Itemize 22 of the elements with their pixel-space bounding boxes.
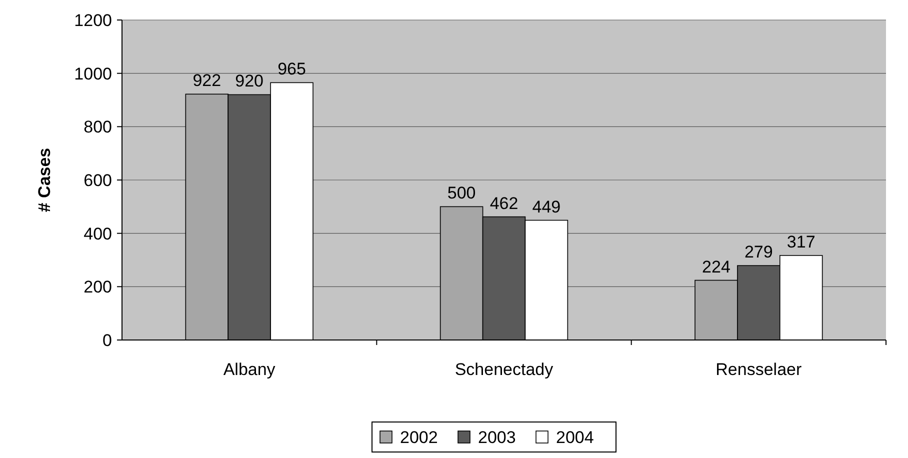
y-tick-label: 0 <box>102 330 112 350</box>
y-axis-title: # Cases <box>35 148 54 212</box>
data-label: 500 <box>447 184 476 203</box>
x-tick-label: Albany <box>223 360 276 379</box>
x-tick-label: Rensselaer <box>716 360 802 379</box>
y-tick-label: 200 <box>84 278 112 297</box>
data-label: 449 <box>532 197 561 216</box>
data-label: 920 <box>235 72 264 91</box>
data-label: 317 <box>786 232 816 252</box>
y-tick-label: 400 <box>84 224 112 244</box>
y-tick-label: 1200 <box>74 10 112 30</box>
legend-label: 2003 <box>478 428 516 447</box>
data-label: 279 <box>744 242 773 262</box>
y-tick-label: 800 <box>84 118 112 137</box>
data-label: 462 <box>490 194 518 213</box>
data-label: 922 <box>192 71 222 90</box>
y-tick-label: 1000 <box>74 64 112 84</box>
y-tick-label: 600 <box>84 170 112 190</box>
legend-label: 2004 <box>556 428 594 447</box>
legend-label: 2002 <box>400 428 438 447</box>
data-label: 224 <box>702 257 730 276</box>
x-tick-label: Schenectady <box>454 360 554 379</box>
